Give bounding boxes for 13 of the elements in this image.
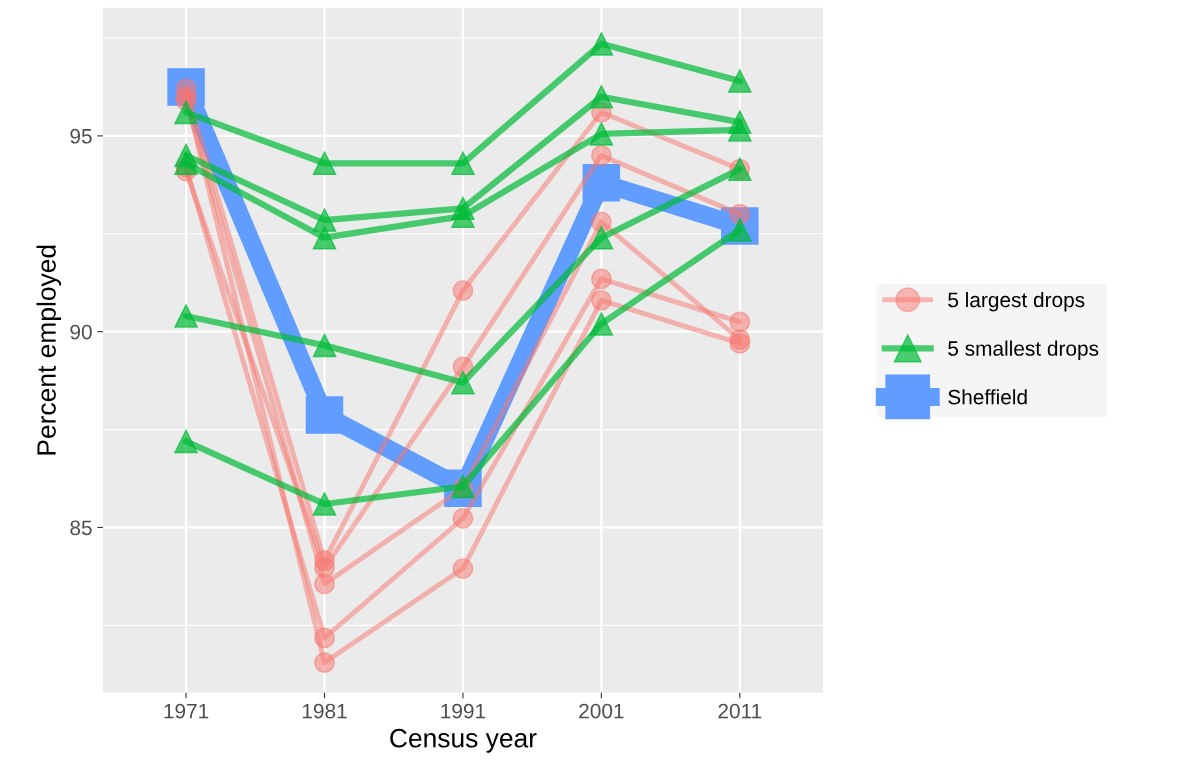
x-tick-label: 2001 (579, 703, 624, 719)
x-tick-label: 2011 (718, 703, 762, 719)
x-tick-label: 1971 (164, 703, 209, 719)
x-tick-label: 1981 (302, 703, 347, 719)
legend-label: 5 smallest drops (948, 340, 1099, 360)
y-tick-label: 95 (70, 128, 92, 144)
y-tick-label: 90 (70, 324, 92, 340)
y-axis-title: Percent employed (36, 245, 62, 455)
x-tick-label: 1991 (441, 703, 486, 719)
legend-label: Sheffield (948, 389, 1027, 405)
x-axis-title: Census year (390, 728, 537, 753)
legend-label: 5 largest drops (948, 291, 1085, 312)
y-tick-label: 85 (70, 520, 92, 536)
